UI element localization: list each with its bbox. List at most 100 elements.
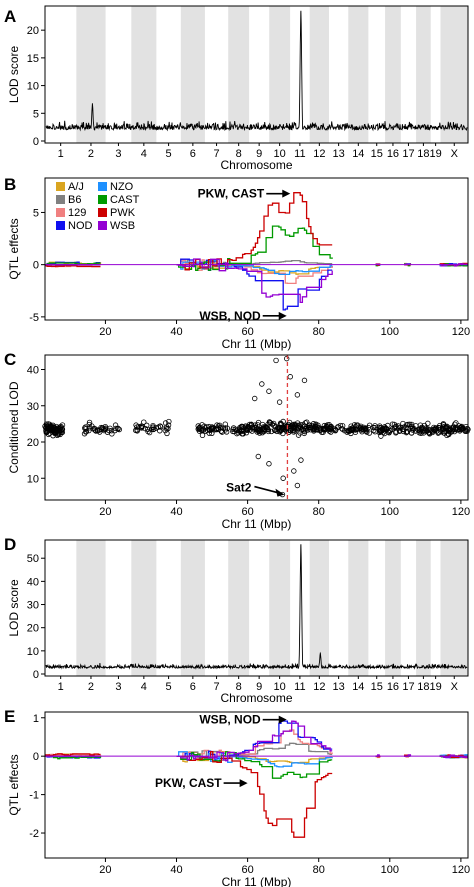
scatter-point — [267, 419, 273, 426]
scatter-point — [440, 422, 447, 428]
chromosome-label: 1 — [58, 148, 64, 160]
y-tick-label: 0 — [33, 136, 39, 148]
y-axis-label: QTL effects — [7, 754, 21, 815]
chromosome-shade — [348, 540, 369, 676]
scatter-point — [266, 388, 272, 394]
scatter-point — [47, 430, 53, 436]
x-tick-label: 60 — [241, 506, 253, 518]
scatter-point — [292, 428, 298, 434]
y-axis-label: LOD score — [7, 46, 21, 104]
scatter-point — [359, 425, 365, 432]
scatter-point — [233, 427, 240, 434]
chromosome-shade — [385, 6, 401, 143]
chromosome-label: 18 — [417, 681, 429, 693]
chromosome-label: 9 — [256, 148, 262, 160]
chromosome-label: 5 — [166, 681, 172, 693]
series-line-wsb — [45, 720, 468, 762]
scatter-point — [405, 421, 411, 428]
scatter-point — [301, 377, 308, 384]
scatter-point — [273, 357, 279, 364]
scatter-point — [302, 428, 308, 435]
scatter-point — [146, 429, 153, 436]
scatter-point — [255, 453, 261, 460]
x-tick-label: 40 — [170, 506, 182, 518]
annotation-label: PKW, CAST — [198, 187, 265, 201]
scatter-point — [322, 426, 328, 433]
x-tick-label: 20 — [99, 506, 111, 518]
scatter-point — [363, 428, 369, 434]
scatter-point — [81, 431, 88, 437]
scatter-point — [256, 428, 262, 434]
scatter-point — [259, 381, 265, 387]
scatter-point — [464, 425, 470, 432]
y-axis-label: LOD score — [7, 579, 21, 637]
scatter-point — [164, 430, 170, 437]
scatter-point — [436, 429, 442, 436]
series-line-aj — [45, 258, 468, 275]
chromosome-label: 19 — [429, 148, 441, 160]
scatter-point — [112, 422, 119, 428]
legend-swatch — [56, 208, 65, 217]
chromosome-label: 5 — [166, 148, 172, 160]
scatter-point — [285, 423, 292, 430]
panel-b: -5 0 5 20 40 60 80 100 120 Chr 11 (Mbp) QTL effect… — [7, 177, 470, 351]
scatter-point — [141, 419, 147, 425]
scatter-point — [408, 424, 414, 430]
plot-frame — [44, 539, 469, 677]
scatter-point — [230, 425, 237, 431]
scatter-point — [302, 423, 308, 429]
y-tick-label: -5 — [29, 312, 39, 324]
scatter-point — [345, 427, 351, 434]
scatter-point — [102, 426, 109, 432]
scatter-point — [311, 428, 317, 434]
plot-frame — [44, 5, 469, 144]
scatter-point — [106, 427, 112, 434]
scatter-point — [393, 430, 399, 436]
series-line-pwk — [45, 192, 468, 271]
scatter-point — [231, 428, 237, 435]
y-axis-label: Conditioned LOD — [7, 381, 21, 473]
scatter-point — [438, 429, 444, 435]
scatter-point — [166, 418, 172, 425]
x-axis-label: Chromosome — [220, 158, 292, 172]
chromosome-label: 18 — [417, 148, 429, 160]
annotation-label: WSB, NOD — [199, 309, 261, 323]
series-line-b6 — [45, 258, 468, 268]
chromosome-label: 9 — [256, 681, 262, 693]
x-tick-label: 40 — [170, 864, 182, 876]
scatter-point — [377, 427, 384, 433]
scatter-point — [284, 355, 290, 362]
scatter-point — [425, 420, 431, 427]
x-tick-label: 120 — [452, 506, 470, 518]
scatter-point — [447, 425, 453, 431]
y-tick-label: -2 — [29, 828, 39, 840]
scatter-point — [197, 426, 204, 432]
scatter-point — [291, 468, 297, 474]
scatter-point — [115, 426, 121, 432]
scatter-point — [348, 426, 355, 433]
scatter-point — [446, 431, 452, 438]
scatter-point — [335, 424, 341, 431]
annotation-arrowhead — [275, 488, 285, 497]
chromosome-shade — [269, 6, 291, 143]
x-tick-label: 60 — [241, 326, 253, 338]
scatter-point — [290, 424, 297, 431]
scatter-point — [91, 425, 98, 432]
scatter-point — [113, 425, 119, 432]
chromosome-shade — [180, 540, 205, 676]
chromosome-label: 6 — [190, 148, 196, 160]
chromosome-label: 16 — [387, 681, 399, 693]
x-tick-label: 80 — [313, 326, 325, 338]
scatter-point — [339, 426, 346, 432]
chromosome-label: 16 — [387, 148, 399, 160]
chromosome-label: 12 — [313, 681, 325, 693]
scatter-point — [243, 429, 250, 436]
chromosome-label: 13 — [333, 148, 345, 160]
legend-label: 129 — [68, 207, 86, 219]
scatter-point — [400, 428, 407, 435]
scatter-point — [266, 461, 272, 467]
scatter-point — [397, 425, 404, 431]
annotation-arrowhead — [239, 779, 248, 788]
annotation-label: WSB, NOD — [199, 713, 261, 727]
scatter-point — [165, 425, 171, 432]
